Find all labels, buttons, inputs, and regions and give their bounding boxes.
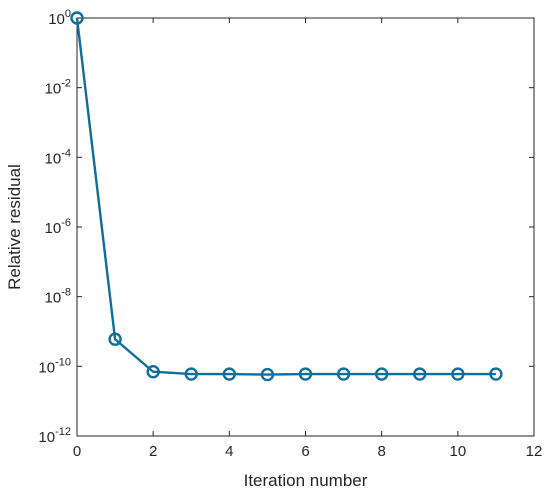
x-tick-label: 6 <box>301 443 309 460</box>
data-point <box>451 367 465 381</box>
x-tick-label: 12 <box>526 443 543 460</box>
y-tick-label: 10-8 <box>45 287 71 307</box>
data-point <box>336 367 351 381</box>
y-tick-label: 10-4 <box>45 147 71 167</box>
data-point <box>298 367 313 381</box>
y-tick-label: 10-10 <box>38 356 71 376</box>
y-tick-label: 10-12 <box>38 426 71 446</box>
data-point <box>222 367 237 381</box>
data-point <box>260 367 275 382</box>
x-tick-label: 10 <box>449 443 466 460</box>
data-point <box>184 367 198 381</box>
data-point <box>108 332 122 346</box>
x-tick-label: 8 <box>377 443 385 460</box>
x-tick-label: 2 <box>149 443 157 460</box>
x-tick-label: 0 <box>73 443 81 460</box>
y-tick-label: 100 <box>48 8 71 28</box>
data-point <box>413 367 427 381</box>
y-tick-label: 10-6 <box>45 217 71 237</box>
data-point <box>146 365 160 379</box>
series-line <box>75 17 496 376</box>
data-point <box>70 11 84 25</box>
data-point <box>374 367 389 381</box>
y-tick-label: 10-2 <box>45 78 71 98</box>
y-axis-label: Relative residual <box>5 164 24 290</box>
plot-area: 0 2 4 6 8 10 12 100 10-2 10-4 10-6 10-8 10-10 10-12 <box>38 8 542 460</box>
data-point <box>489 367 503 381</box>
x-tick-label: 4 <box>225 443 233 460</box>
x-axis-label: Iteration number <box>244 471 368 490</box>
